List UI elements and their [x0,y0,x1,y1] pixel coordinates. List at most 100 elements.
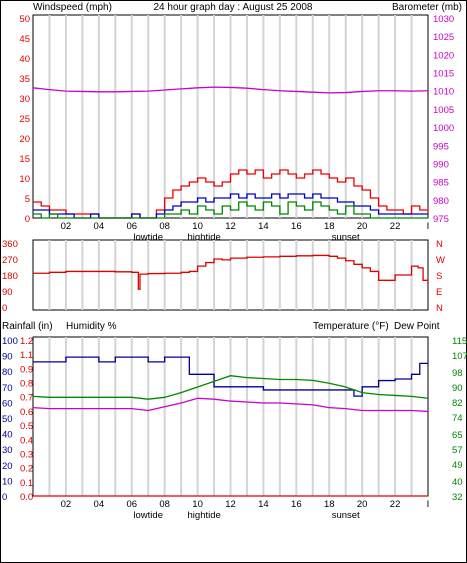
y-tick-right: 1000 [433,123,454,134]
x-tick-label: 10 [192,499,203,510]
y-tick-right: 980 [433,196,449,207]
y-tick-right: 1020 [433,50,454,61]
y-tick-right: 985 [433,178,449,189]
y-tick-compass: W [436,255,445,266]
y-tick-left: 10 [19,174,30,185]
x-tick-label: 20 [357,499,368,510]
y-tick-rainfall: 0.3 [20,449,33,460]
y-tick-left: 40 [19,54,30,65]
windspeed-axis-label: Windspeed (mph) [33,2,112,13]
x-event-label: sunset [332,510,360,521]
y-tick-rainfall: 0.9 [20,364,33,375]
y-tick-direction: 270 [2,255,18,266]
y-tick-temperature: 65 [452,430,463,441]
series-temperature-line [32,375,429,400]
y-tick-left: 30 [19,94,30,105]
x-event-label: lowtide [133,510,163,521]
x-event-label: lowtide [133,232,163,243]
y-tick-humidity: 80 [2,367,13,378]
y-tick-rainfall: 0.0 [20,492,33,503]
y-tick-temperature: 115 [452,336,467,347]
series-direction-line [33,254,429,290]
series-humidity-line [33,356,428,397]
y-tick-left: 45 [19,34,30,45]
y-tick-compass: N [436,239,443,250]
barometer-axis-label: Barometer (mb) [392,2,462,13]
x-tick-label: 12 [225,499,236,510]
x-tick-label: 14 [258,221,269,232]
y-tick-right: 1015 [433,69,454,80]
y-tick-right: 1005 [433,105,454,116]
chart-title: 24 hour graph day : August 25 2008 [153,2,312,13]
x-tick-label: 10 [192,221,203,232]
y-tick-rainfall: 1.2 [20,336,33,347]
y-tick-rainfall: 1.1 [20,350,33,361]
y-tick-humidity: 30 [2,445,13,456]
y-tick-compass: S [436,271,442,282]
y-tick-temperature: 49 [452,460,463,471]
y-tick-temperature: 107 [452,351,467,362]
x-tick-label: I [427,499,430,510]
x-tick-label: 18 [324,499,335,510]
x-tick-label: 16 [291,221,302,232]
y-tick-temperature: 32 [452,492,463,503]
x-tick-label: 04 [94,221,105,232]
x-tick-label: 22 [390,499,401,510]
x-tick-label: I [427,221,430,232]
y-tick-rainfall: 0.1 [20,478,33,489]
y-tick-right: 995 [433,141,449,152]
y-tick-temperature: 74 [452,413,463,424]
y-tick-temperature: 98 [452,368,463,379]
y-tick-humidity: 40 [2,430,13,441]
y-tick-temperature: 40 [452,477,463,488]
y-tick-humidity: 90 [2,352,13,363]
y-tick-right: 975 [433,214,449,225]
temperature-axis-label: Temperature (°F) [313,321,389,332]
y-tick-rainfall: 0.4 [20,435,33,446]
y-tick-rainfall: 0.5 [20,421,33,432]
x-tick-label: 02 [61,221,72,232]
y-tick-direction: 0 [2,303,7,314]
y-tick-left: 50 [19,14,30,25]
series-barometer-line [32,86,429,94]
x-tick-label: 14 [258,499,269,510]
x-tick-label: 12 [225,221,236,232]
y-tick-rainfall: 0.7 [20,393,33,404]
dewpoint-axis-label: Dew Point [394,321,440,332]
y-tick-humidity: 60 [2,398,13,409]
y-tick-direction: 180 [2,271,18,282]
y-tick-direction: 90 [2,287,13,298]
y-tick-humidity: 20 [2,461,13,472]
x-tick-label: 18 [324,221,335,232]
y-tick-rainfall: 0.6 [20,407,33,418]
x-tick-label: 22 [390,221,401,232]
y-tick-temperature: 57 [452,445,463,456]
y-tick-humidity: 0 [2,492,7,503]
x-event-label: hightide [188,510,221,521]
y-tick-compass: N [436,303,443,314]
y-tick-humidity: 100 [2,336,18,347]
y-tick-right: 1010 [433,87,454,98]
y-tick-left: 25 [19,114,30,125]
x-event-label: hightide [188,232,221,243]
y-tick-rainfall: 0.8 [20,379,33,390]
x-event-label: sunset [332,232,360,243]
x-tick-label: 08 [159,221,170,232]
y-tick-left: 35 [19,74,30,85]
series-dewpoint-line [32,397,429,413]
x-tick-label: 04 [94,499,105,510]
y-tick-temperature: 90 [452,383,463,394]
y-tick-left: 0 [25,214,30,225]
y-tick-left: 15 [19,154,30,165]
x-tick-label: 06 [126,221,137,232]
y-tick-rainfall: 0.2 [20,464,33,475]
y-tick-humidity: 10 [2,476,13,487]
x-tick-label: 08 [159,499,170,510]
y-tick-right: 990 [433,159,449,170]
x-tick-label: 20 [357,221,368,232]
y-tick-right: 1025 [433,32,454,43]
y-tick-compass: E [436,287,442,298]
x-tick-label: 02 [61,499,72,510]
y-tick-humidity: 70 [2,383,13,394]
